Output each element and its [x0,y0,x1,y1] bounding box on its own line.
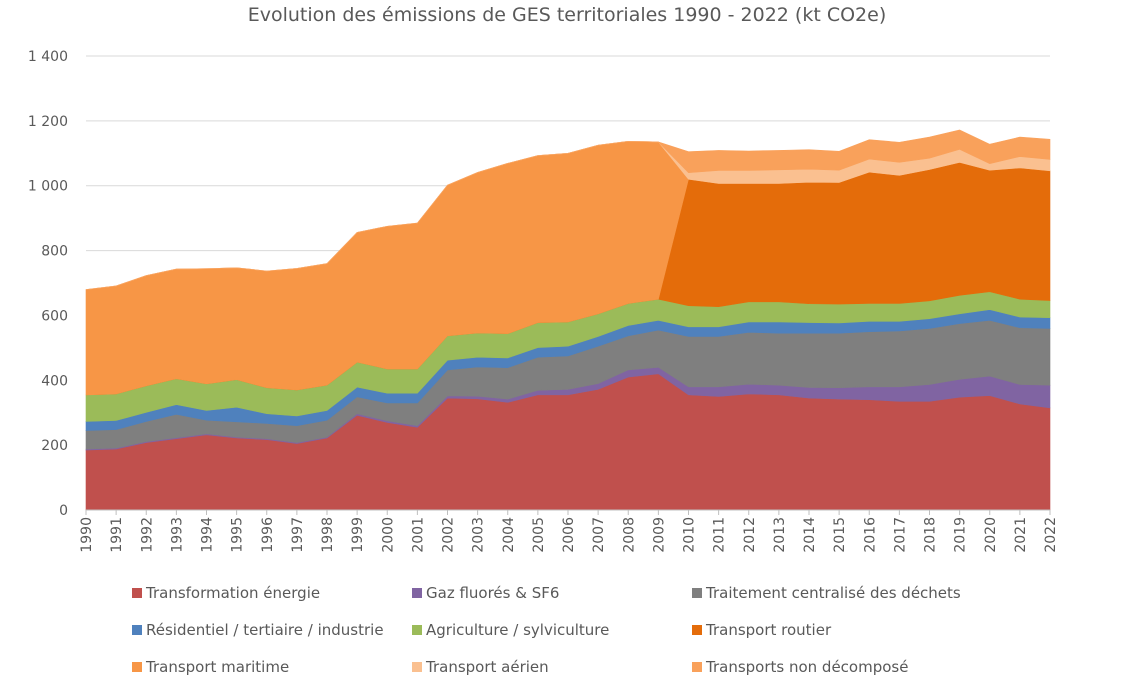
x-tick-label: 2000 [380,517,396,553]
x-tick-label: 2003 [471,517,487,553]
x-tick-label: 2009 [651,517,667,553]
legend-swatch [692,625,702,635]
legend-swatch [132,588,142,598]
area-series [85,129,1051,290]
x-tick-label: 2011 [712,517,728,553]
x-tick-label: 1993 [169,517,185,553]
legend-label: Transformation énergie [145,584,320,602]
y-tick-label: 400 [41,373,68,389]
legend-swatch [412,662,422,672]
legend-swatch [692,662,702,672]
legend-label: Transport maritime [145,658,289,676]
x-tick-label: 1996 [260,517,276,553]
legend-label: Transport routier [705,621,832,639]
legend-label: Transport aérien [425,658,549,676]
x-tick-label: 2017 [892,517,908,553]
x-tick-label: 2022 [1043,517,1059,553]
y-tick-label: 200 [41,438,68,454]
x-tick-label: 2002 [441,517,457,553]
x-tick-label: 2018 [923,517,939,553]
legend-swatch [412,588,422,598]
x-tick-label: 1991 [109,517,125,553]
x-tick-label: 1994 [200,517,216,553]
x-tick-label: 2013 [772,517,788,553]
x-tick-label: 2010 [682,517,698,553]
legend-label: Transports non décomposé [705,658,908,676]
x-tick-label: 1995 [230,517,246,553]
legend-swatch [692,588,702,598]
y-tick-label: 800 [41,244,68,260]
legend-label: Agriculture / sylviculture [426,621,609,639]
y-tick-label: 0 [59,503,68,519]
legend-swatch [132,662,142,672]
x-tick-label: 2020 [983,517,999,553]
x-tick-label: 2019 [953,517,969,553]
legend-swatch [132,625,142,635]
legend-swatch [412,625,422,635]
y-tick-label: 1 400 [28,49,68,65]
x-tick-label: 2021 [1013,517,1029,553]
x-tick-label: 1999 [350,517,366,553]
x-tick-label: 2014 [802,517,818,553]
x-tick-label: 2005 [531,517,547,553]
x-tick-label: 1998 [320,517,336,553]
x-tick-label: 1997 [290,517,306,553]
x-tick-label: 2016 [862,517,878,553]
y-tick-label: 1 000 [28,179,68,195]
x-tick-label: 1990 [79,517,95,553]
x-tick-label: 2015 [832,517,848,553]
x-tick-label: 2008 [621,517,637,553]
y-tick-label: 1 200 [28,114,68,130]
x-tick-label: 2001 [410,517,426,553]
x-tick-label: 2007 [591,517,607,553]
legend-label: Gaz fluorés & SF6 [426,584,559,602]
legend-label: Résidentiel / tertiaire / industrie [146,621,384,639]
legend-label: Traitement centralisé des déchets [705,584,961,602]
chart-title: Evolution des émissions de GES territori… [247,4,887,26]
x-tick-label: 2012 [742,517,758,553]
x-tick-label: 2006 [561,517,577,553]
y-tick-label: 600 [41,308,68,324]
x-tick-label: 1992 [139,517,155,553]
x-tick-label: 2004 [501,517,517,553]
